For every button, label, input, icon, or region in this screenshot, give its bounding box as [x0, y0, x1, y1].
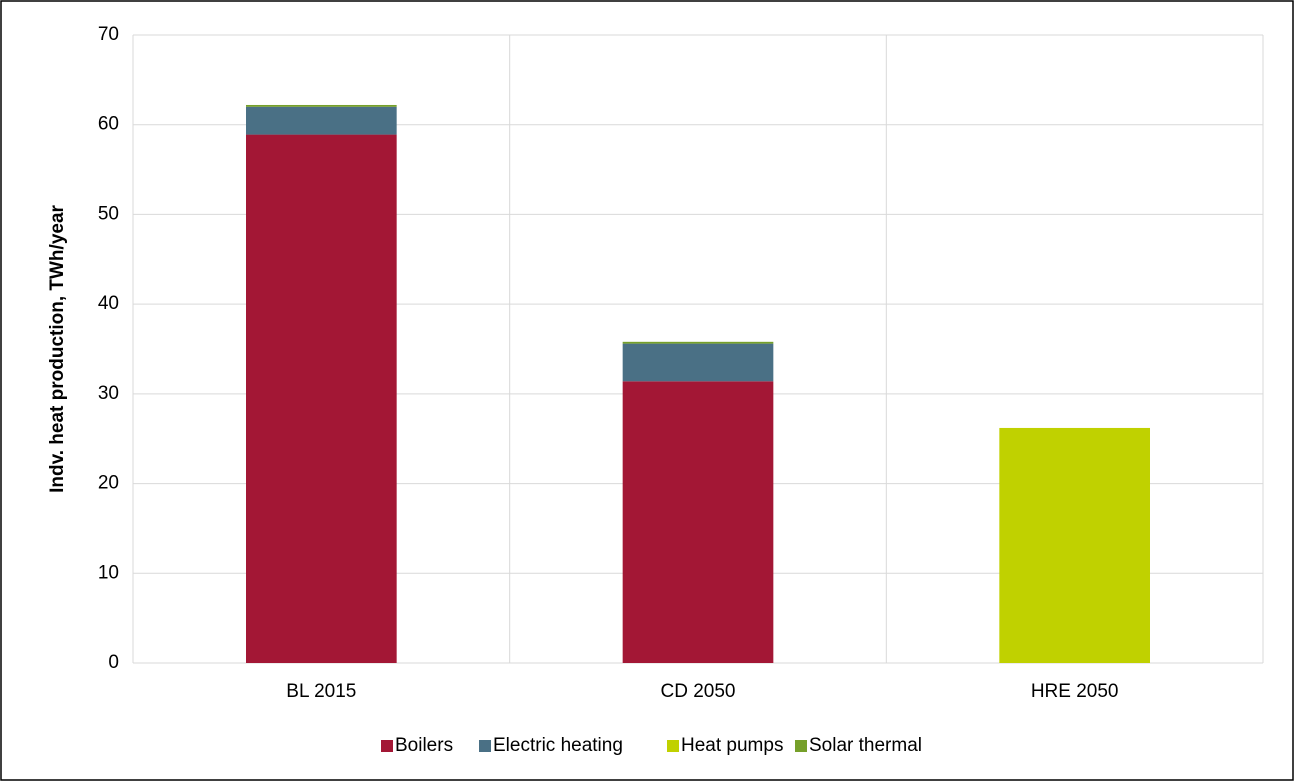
y-tick-label: 50: [98, 203, 119, 224]
bar-segment: [246, 106, 397, 135]
bar-segment: [622, 381, 774, 663]
x-tick-label: HRE 2050: [1031, 681, 1119, 702]
y-axis-label: Indv. heat production, TWh/year: [47, 204, 68, 492]
legend-swatch: [667, 740, 679, 752]
bar-segment: [246, 134, 397, 663]
legend-swatch: [381, 740, 393, 752]
y-tick-label: 20: [98, 473, 119, 494]
bar-segment: [999, 427, 1150, 663]
y-tick-label: 70: [98, 24, 119, 45]
legend-label: Electric heating: [493, 735, 623, 756]
x-tick-label: CD 2050: [661, 681, 736, 702]
legend-label: Heat pumps: [681, 735, 783, 756]
bar-segment: [622, 341, 774, 344]
legend-swatch: [479, 740, 491, 752]
legend-swatch: [795, 740, 807, 752]
y-tick-label: 10: [98, 562, 119, 583]
legend-label: Boilers: [395, 735, 453, 756]
y-tick-label: 60: [98, 114, 119, 135]
x-tick-label: BL 2015: [286, 681, 356, 702]
bar-segment: [246, 104, 397, 107]
y-tick-label: 30: [98, 383, 119, 404]
bar-segment: [622, 343, 774, 382]
legend-label: Solar thermal: [809, 735, 922, 756]
y-tick-label: 40: [98, 293, 119, 314]
y-tick-label: 0: [108, 652, 119, 673]
